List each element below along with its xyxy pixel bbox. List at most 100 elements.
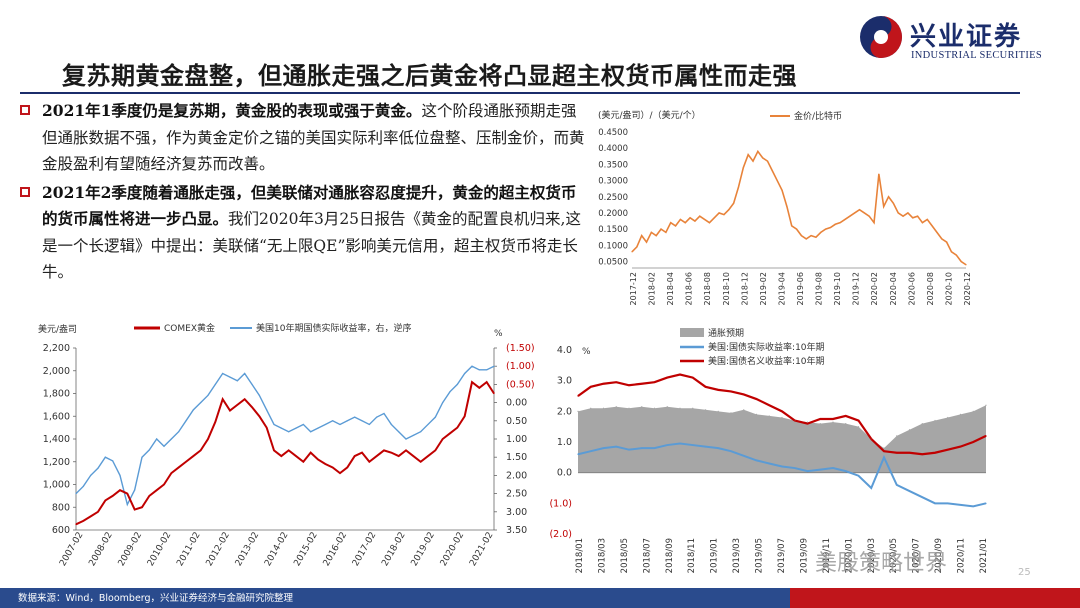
chart2-yield-point xyxy=(471,365,473,367)
chart2-gold-point xyxy=(75,523,77,525)
chart2-yield-point xyxy=(412,434,414,436)
chart1-data-point xyxy=(800,235,803,237)
taiji-logo-icon xyxy=(860,16,902,58)
chart3-nominal-yield-point xyxy=(819,418,821,420)
chart2-yield-point xyxy=(361,420,363,422)
chart2-gold-point xyxy=(148,495,150,497)
chart3-x-tick: 2018/11 xyxy=(687,538,697,573)
chart3-breakeven-point xyxy=(959,413,962,415)
chart3-nominal-yield-point xyxy=(730,390,732,392)
chart2-y-left-tick: 600 xyxy=(52,525,70,536)
chart3-breakeven-point xyxy=(883,447,885,449)
chart3-real-yield-point xyxy=(947,502,949,504)
chart2-y-left-tick: 1,400 xyxy=(43,434,70,445)
chart2-gold-point xyxy=(192,455,194,457)
chart2-x-tick: 2011-02 xyxy=(175,531,202,569)
chart1-data-point xyxy=(965,264,967,266)
chart1-data-point xyxy=(786,205,788,208)
chart1-y-tick: 0.0500 xyxy=(598,258,628,268)
bullet-square-icon xyxy=(20,105,30,115)
chart2-yield-point xyxy=(104,456,106,458)
chart3-real-yield-point xyxy=(857,475,860,477)
chart3-x-tick: 2020/01 xyxy=(844,538,854,573)
chart2-x-tick: 2019-02 xyxy=(410,531,437,569)
chart3-real-yield-point xyxy=(806,470,809,472)
chart2-yield-point xyxy=(434,416,436,418)
chart1-x-tick: 2019-10 xyxy=(833,272,842,305)
chart2-y-left-tick: 1,000 xyxy=(43,480,70,491)
chart1-data-point xyxy=(795,228,798,230)
chart3-nominal-yield-point xyxy=(908,452,911,454)
chart3-x-tick: 2018/09 xyxy=(665,538,675,573)
chart2-yield-point xyxy=(317,427,319,429)
chart1-data-point xyxy=(868,215,870,217)
chart3-y-tick: 1.0 xyxy=(557,437,572,448)
chart3-nominal-yield-point xyxy=(845,415,847,417)
chart3-real-yield-point xyxy=(781,465,783,468)
chart3-real-yield-point xyxy=(972,505,974,507)
chart3-real-yield-point xyxy=(717,447,719,449)
chart2-yield-point xyxy=(236,380,238,382)
chart2-yield-point xyxy=(141,456,143,458)
chart2-y-left-tick: 800 xyxy=(52,502,70,513)
chart2-yield-point xyxy=(383,412,385,415)
chart3-breakeven-point xyxy=(743,409,745,411)
chart3-nominal-yield-point xyxy=(717,389,719,391)
chart2-yield-point xyxy=(112,460,114,462)
chart1-data-point xyxy=(694,220,696,222)
chart3-breakeven-point xyxy=(730,412,732,414)
chart3-y-tick: 3.0 xyxy=(557,376,572,387)
watermark-text: 美股策略世界 xyxy=(815,551,948,576)
chart1-data-point xyxy=(708,222,711,224)
chart3-breakeven-point xyxy=(819,423,821,425)
chart2-x-tick: 2020-02 xyxy=(439,531,466,569)
chart1-data-point xyxy=(636,246,638,248)
chart1-x-tick: 2020-12 xyxy=(963,272,972,305)
chart3-breakeven-point xyxy=(985,404,987,406)
chart3-breakeven-point xyxy=(590,407,592,409)
chart3-real-yield-point xyxy=(602,447,605,449)
chart2-gold-point xyxy=(82,520,84,522)
chart2-gold-point xyxy=(405,449,407,451)
chart2-yield-point xyxy=(420,431,422,433)
chart3-nominal-yield-point xyxy=(628,384,630,386)
chart2-gold-point xyxy=(427,455,429,457)
chart3-real-yield-point xyxy=(743,455,745,457)
chart1-data-point xyxy=(766,160,769,162)
chart2-x-tick: 2018-02 xyxy=(380,531,407,569)
chart2-yield-point xyxy=(449,391,451,393)
chart3-real-yield-point xyxy=(934,502,936,504)
chart3-real-yield-point xyxy=(908,490,911,492)
chart3-x-tick: 2018/01 xyxy=(575,538,585,573)
page-title: 复苏期黄金盘整，但通胀走强之后黄金将凸显超主权货币属性而走强 xyxy=(62,61,797,90)
chart2-x-tick: 2010-02 xyxy=(146,531,173,569)
chart3-x-tick: 2019/09 xyxy=(799,538,809,573)
chart1-data-point xyxy=(728,209,730,211)
chart2-gold-point xyxy=(449,432,451,434)
chart1-y-tick: 0.2500 xyxy=(598,193,628,203)
chart3-breakeven-point xyxy=(781,416,783,419)
chart3-y-tick: (2.0) xyxy=(549,529,572,540)
chart-comex-gold-real-yield: 美元/盎司 % COMEX黄金 美国10年期国债实际收益率，右，逆序 600 80… xyxy=(38,322,535,569)
chart3-series-breakeven-area xyxy=(578,405,986,473)
chart2-yield-point xyxy=(82,485,84,487)
chart3-breakeven-point xyxy=(704,409,707,411)
chart2-gold-point xyxy=(434,449,436,451)
chart3-real-yield-point xyxy=(832,467,834,469)
chart2-gold-point xyxy=(354,455,356,457)
chart3-real-yield-point xyxy=(590,450,592,452)
chart2-gold-point xyxy=(163,483,165,486)
chart2-gold-point xyxy=(361,452,363,454)
chart3-real-yield-point xyxy=(628,449,630,451)
chart2-yield-point xyxy=(368,423,370,426)
chart3-x-tick: 2019/05 xyxy=(755,538,765,573)
chart2-gold-point xyxy=(156,489,158,491)
chart3-real-yield-point xyxy=(985,502,987,504)
chart2-x-tick: 2017-02 xyxy=(351,531,378,569)
chart1-data-point xyxy=(960,260,962,263)
chart1-x-tick: 2020-06 xyxy=(907,272,916,305)
chart2-yield-point xyxy=(90,474,92,476)
chart3-real-yield-point xyxy=(896,484,898,486)
chart1-data-point xyxy=(873,222,875,224)
chart3-breakeven-point xyxy=(896,435,898,437)
